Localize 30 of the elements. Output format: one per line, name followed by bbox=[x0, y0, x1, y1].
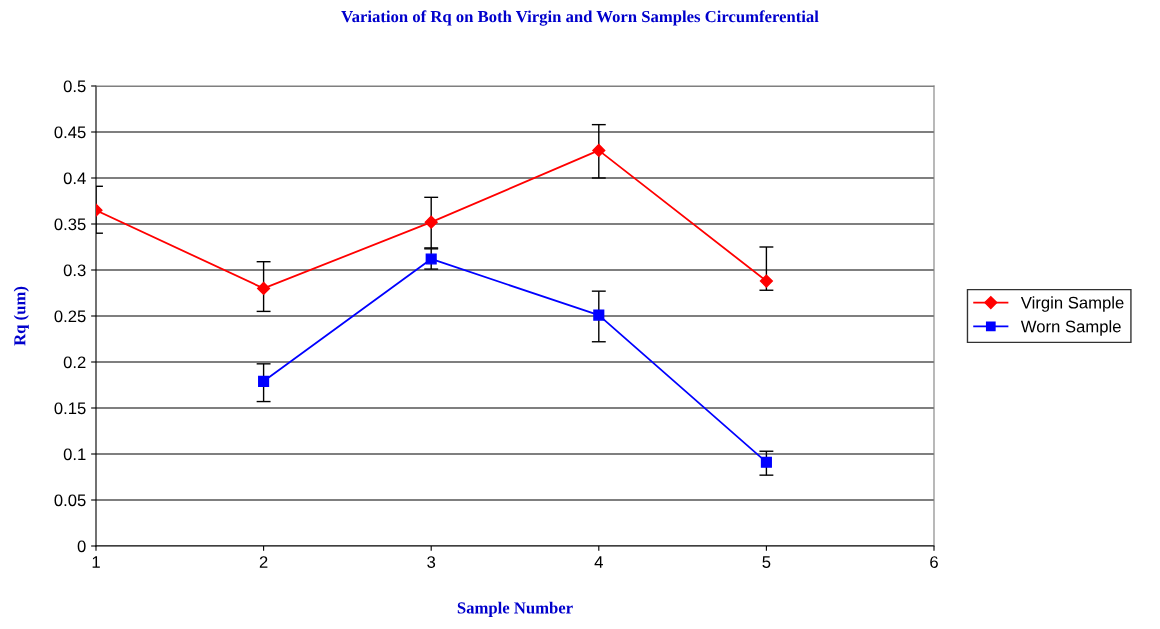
y-axis-title: Rq (um) bbox=[13, 286, 29, 346]
point bbox=[592, 143, 606, 157]
chart-title: Variation of Rq on Both Virgin and Worn Samples Circumferential bbox=[341, 10, 819, 26]
point bbox=[425, 253, 437, 265]
y-tick-label: 0.5 bbox=[63, 80, 86, 93]
y-tick-label: 0.2 bbox=[63, 356, 86, 369]
y-tick-label: 0.3 bbox=[63, 264, 86, 277]
x-tick-label: 5 bbox=[762, 556, 771, 568]
y-tick-label: 0.25 bbox=[54, 310, 86, 323]
point bbox=[759, 274, 773, 288]
y-tick-label: 0.15 bbox=[54, 402, 86, 415]
x-tick-label: 4 bbox=[594, 556, 603, 568]
y-tick-label: 0.35 bbox=[54, 218, 86, 231]
point bbox=[593, 309, 605, 321]
legend-label: Worn Sample bbox=[1020, 320, 1121, 336]
x-axis-title: Sample Number bbox=[457, 601, 573, 617]
y-tick-label: 0.1 bbox=[63, 448, 86, 461]
x-tick-label: 1 bbox=[92, 556, 100, 568]
x-tick-label: 2 bbox=[259, 556, 268, 568]
legend-label: Virgin Sample bbox=[1020, 296, 1124, 312]
y-tick-label: 0.05 bbox=[54, 494, 86, 507]
point bbox=[257, 281, 271, 295]
y-tick-label: 0 bbox=[77, 540, 86, 553]
point bbox=[424, 215, 438, 229]
y-tick-label: 0.45 bbox=[54, 126, 86, 139]
x-tick-label: 6 bbox=[930, 556, 938, 568]
point bbox=[760, 456, 772, 468]
x-tick-label: 3 bbox=[427, 556, 436, 568]
y-tick-label: 0.4 bbox=[63, 172, 86, 185]
point bbox=[258, 375, 270, 387]
